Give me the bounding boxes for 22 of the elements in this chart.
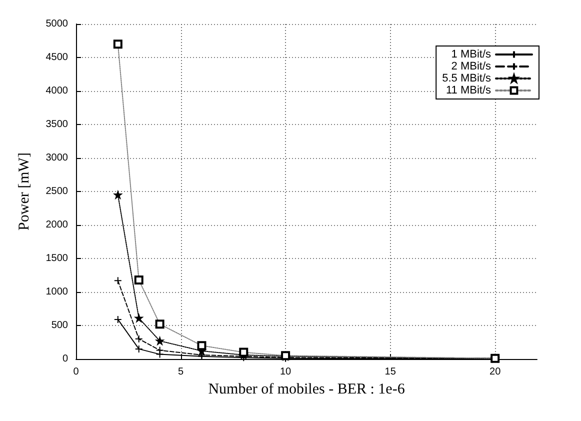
x-tick-label: 5: [178, 366, 184, 378]
legend-label: 5.5 MBit/s: [442, 72, 492, 84]
x-tick-label: 20: [490, 366, 502, 378]
x-tick-label: 10: [280, 366, 292, 378]
x-axis-title: Number of mobiles - BER : 1e-6: [208, 381, 406, 398]
y-tick-label: 3500: [46, 119, 68, 130]
y-tick-label: 500: [51, 320, 68, 331]
y-tick-label: 2000: [46, 220, 68, 230]
y-tick-label: 3000: [46, 152, 68, 164]
y-tick-label: 4500: [46, 52, 68, 63]
y-tick-label: 1500: [46, 253, 68, 264]
y-tick-label: 1000: [46, 286, 68, 298]
legend-label: 1 MBit/s: [451, 48, 492, 60]
legend-label: 11 MBit/s: [446, 84, 492, 96]
y-tick-label: 0: [62, 354, 68, 364]
y-axis-title: Power [mW]: [16, 152, 32, 230]
legend-label: 2 MBit/s: [451, 60, 492, 72]
x-tick-label: 0: [73, 366, 80, 378]
x-tick-label: 15: [384, 366, 396, 378]
y-tick-label: 4000: [46, 86, 68, 96]
y-tick-label: 2500: [46, 186, 68, 197]
y-tick-label: 5000: [46, 18, 68, 30]
